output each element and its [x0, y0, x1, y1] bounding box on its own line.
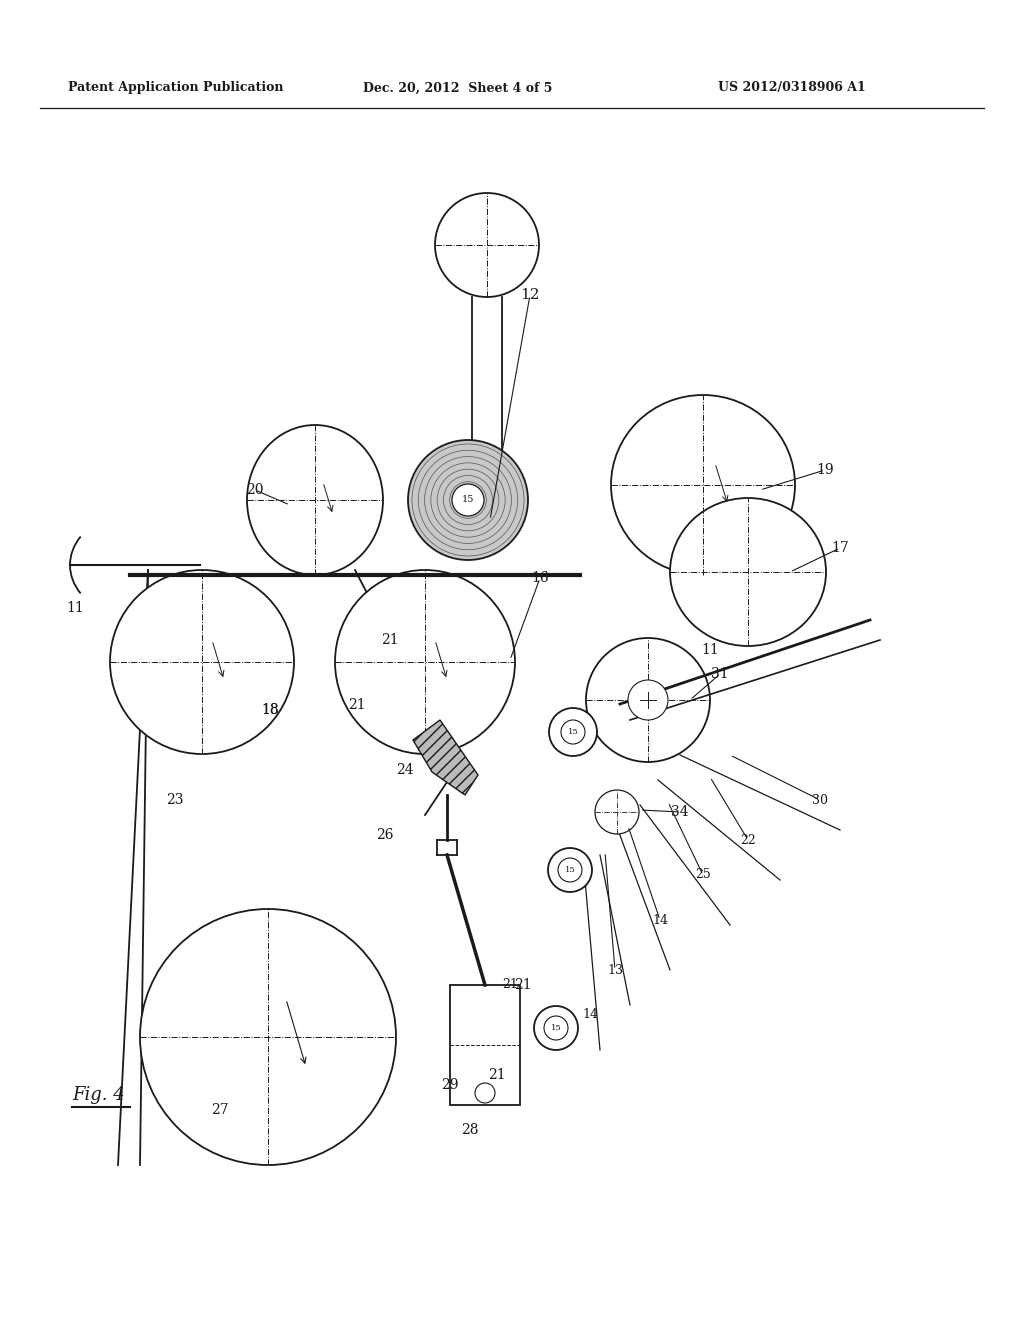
Text: 31: 31 [712, 667, 729, 681]
Text: 21: 21 [348, 698, 366, 711]
Circle shape [408, 440, 528, 560]
Text: 30: 30 [812, 793, 828, 807]
Ellipse shape [435, 193, 539, 297]
Circle shape [595, 789, 639, 834]
Circle shape [534, 1006, 578, 1049]
Text: Fig. 4: Fig. 4 [72, 1086, 125, 1104]
Text: 21: 21 [488, 1068, 506, 1082]
Text: Dec. 20, 2012  Sheet 4 of 5: Dec. 20, 2012 Sheet 4 of 5 [362, 82, 552, 95]
Circle shape [561, 719, 585, 744]
Text: 15: 15 [462, 495, 474, 504]
Text: 26: 26 [376, 828, 394, 842]
Text: 14: 14 [652, 913, 668, 927]
Text: Patent Application Publication: Patent Application Publication [68, 82, 284, 95]
Text: 13: 13 [607, 964, 623, 977]
Ellipse shape [586, 638, 710, 762]
Text: 15: 15 [551, 1024, 561, 1032]
Circle shape [544, 1016, 568, 1040]
Text: 19: 19 [816, 463, 834, 477]
Text: 24: 24 [396, 763, 414, 777]
Text: 12: 12 [520, 288, 540, 302]
Text: 20: 20 [246, 483, 264, 498]
Text: 17: 17 [831, 541, 849, 554]
Text: 29: 29 [441, 1078, 459, 1092]
Circle shape [475, 1082, 495, 1104]
Text: 21: 21 [502, 978, 518, 991]
Ellipse shape [611, 395, 795, 576]
Text: 21: 21 [381, 634, 398, 647]
Text: 28: 28 [461, 1123, 479, 1137]
Circle shape [548, 847, 592, 892]
Text: 14: 14 [582, 1008, 598, 1022]
Text: 11: 11 [67, 601, 84, 615]
Text: 23: 23 [166, 793, 183, 807]
Ellipse shape [670, 498, 826, 645]
Text: 22: 22 [740, 833, 756, 846]
Ellipse shape [247, 425, 383, 576]
Circle shape [549, 708, 597, 756]
Text: US 2012/0318906 A1: US 2012/0318906 A1 [718, 82, 865, 95]
Circle shape [628, 680, 668, 719]
Text: 27: 27 [211, 1104, 228, 1117]
Circle shape [452, 484, 484, 516]
Bar [450, 985, 520, 1105]
Ellipse shape [110, 570, 294, 754]
Text: 16: 16 [531, 572, 549, 585]
Circle shape [558, 858, 582, 882]
Text: 15: 15 [564, 866, 575, 874]
Ellipse shape [335, 570, 515, 754]
Text: 18: 18 [261, 704, 279, 717]
Text: 21: 21 [514, 978, 531, 993]
Polygon shape [413, 719, 478, 795]
Text: 11: 11 [701, 643, 719, 657]
Text: 34: 34 [671, 805, 689, 818]
Text: 15: 15 [567, 729, 579, 737]
Ellipse shape [140, 909, 396, 1166]
Text: 25: 25 [695, 869, 711, 882]
Text: 18: 18 [261, 704, 279, 717]
